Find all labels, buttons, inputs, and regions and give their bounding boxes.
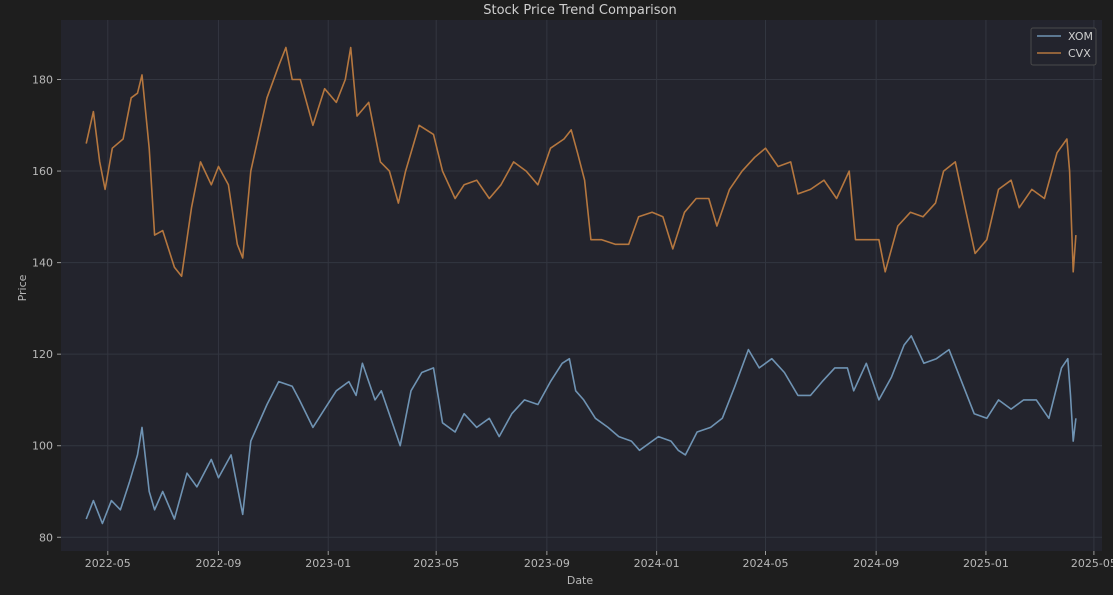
legend-label-cvx: CVX (1068, 47, 1091, 60)
x-tick-label: 2024-09 (853, 557, 899, 570)
series-lines (85, 46, 1077, 525)
x-tick-label: 2023-01 (305, 557, 351, 570)
x-tick-label: 2023-09 (524, 557, 570, 570)
series-line-cvx (85, 46, 1077, 278)
x-axis-ticks: 2022-05 2022-09 2023-01 2023-05 2023-09 2024-… (85, 551, 1113, 570)
legend: XOM CVX (1030, 27, 1097, 66)
chart-title: Stock Price Trend Comparison (483, 3, 677, 18)
y-axis-title: Price (16, 274, 29, 301)
y-tick-label: 100 (32, 440, 53, 453)
x-tick-label: 2022-05 (85, 557, 131, 570)
series-line-xom (85, 335, 1077, 525)
y-axis-ticks: 80 100 120 140 160 180 (32, 74, 61, 544)
y-tick-label: 80 (39, 531, 53, 544)
x-tick-label: 2022-09 (195, 557, 241, 570)
plot-area (61, 20, 1102, 551)
x-tick-label: 2024-05 (743, 557, 789, 570)
y-tick-label: 180 (32, 74, 53, 87)
y-tick-label: 140 (32, 257, 53, 270)
legend-box (1030, 27, 1097, 66)
x-tick-label: 2023-05 (413, 557, 459, 570)
x-axis-title: Date (567, 574, 594, 587)
x-tick-label: 2024-01 (634, 557, 680, 570)
x-tick-label: 2025-01 (963, 557, 1009, 570)
legend-label-xom: XOM (1068, 30, 1093, 43)
y-tick-label: 120 (32, 348, 53, 361)
x-tick-label: 2025-05 (1071, 557, 1113, 570)
y-tick-label: 160 (32, 165, 53, 178)
